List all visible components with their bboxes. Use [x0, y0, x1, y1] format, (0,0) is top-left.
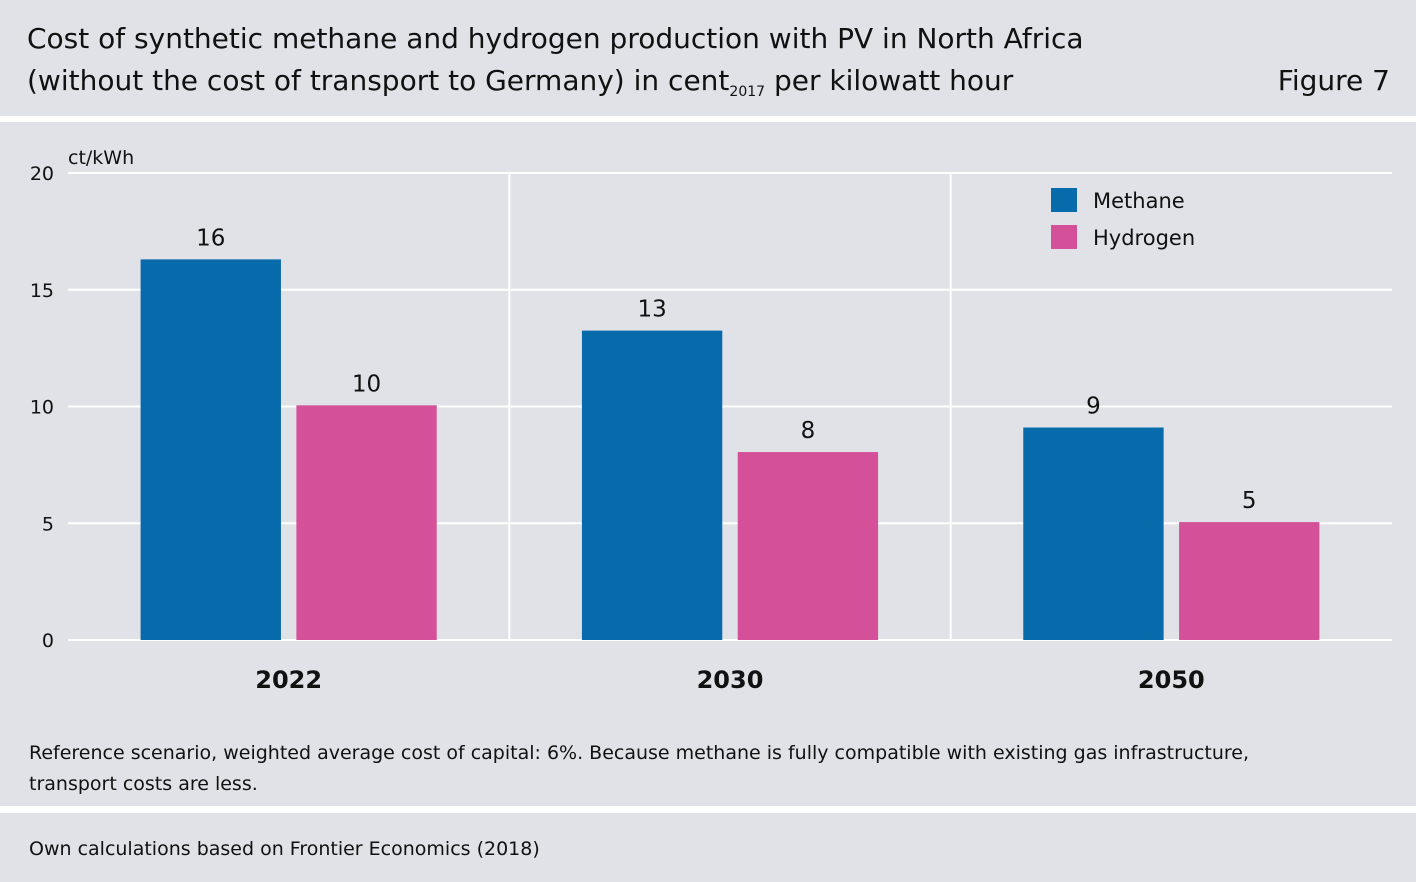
title-line2-suffix: per kilowatt hour [765, 64, 1014, 97]
legend: Methane Hydrogen [1051, 188, 1195, 250]
value-label: 9 [1086, 394, 1101, 420]
value-label: 5 [1242, 488, 1257, 514]
x-category-label: 2022 [255, 666, 322, 694]
y-axis: 0 5 10 15 20 [30, 163, 54, 652]
chart-note: Reference scenario, weighted average cos… [29, 742, 1249, 795]
chart-title-line2: (without the cost of transport to German… [27, 64, 1014, 100]
title-line2-subscript: 2017 [729, 84, 766, 100]
bar-hydrogen-2050 [1179, 522, 1320, 640]
x-category-label: 2030 [697, 666, 764, 694]
value-label: 13 [637, 297, 666, 323]
header-panel: Cost of synthetic methane and hydrogen p… [0, 0, 1416, 116]
y-tick-label: 20 [30, 163, 54, 185]
bar-hydrogen-2030 [737, 452, 879, 640]
title-line2-text: (without the cost of transport to German… [27, 64, 730, 97]
figure-label: Figure 7 [1277, 64, 1390, 97]
bar-methane-2050 [1023, 427, 1164, 640]
y-tick-label: 15 [30, 280, 54, 302]
x-axis-category-labels: 2022 2030 2050 [255, 666, 1204, 694]
bar-methane-2022 [140, 259, 281, 640]
bar-hydrogen-2022 [296, 405, 437, 640]
y-tick-label: 0 [42, 630, 54, 652]
legend-label: Methane [1093, 189, 1185, 213]
legend-swatch-hydrogen [1051, 225, 1077, 249]
value-label: 10 [352, 371, 381, 397]
grid-lines [68, 172, 1392, 641]
source-note: Own calculations based on Frontier Econo… [29, 838, 540, 860]
bar-methane-2030 [581, 330, 723, 640]
x-category-label: 2050 [1138, 666, 1205, 694]
y-axis-unit-label: ct/kWh [68, 147, 134, 169]
value-label: 16 [196, 225, 225, 251]
bars [140, 259, 1320, 640]
value-label: 8 [801, 418, 816, 444]
y-tick-label: 5 [42, 513, 54, 535]
legend-label: Hydrogen [1093, 226, 1195, 250]
legend-swatch-methane [1051, 188, 1077, 212]
value-labels: 16 10 13 8 9 5 [196, 225, 1256, 514]
footer-panel [0, 813, 1416, 882]
chart-title-line1: Cost of synthetic methane and hydrogen p… [27, 22, 1084, 55]
category-separators [508, 173, 952, 640]
y-tick-label: 10 [30, 397, 54, 419]
